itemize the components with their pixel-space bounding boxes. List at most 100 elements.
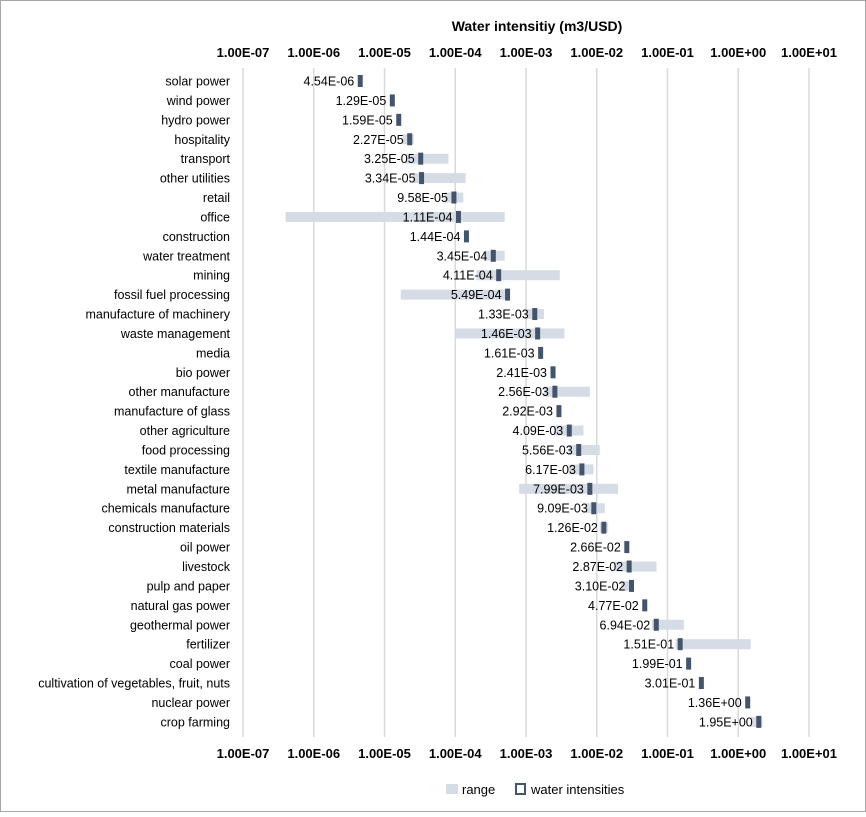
value-label: 1.59E-05 [342, 113, 393, 127]
value-label: 3.10E-02 [575, 579, 626, 593]
intensity-marker [756, 715, 762, 728]
value-label: 7.99E-03 [533, 482, 584, 496]
value-label: 6.94E-02 [600, 618, 651, 632]
intensity-markers [357, 75, 762, 728]
category-label: construction materials [108, 521, 230, 535]
bottom-tick-label: 1.00E-05 [358, 746, 411, 761]
value-label: 1.51E-01 [623, 638, 674, 652]
category-label: retail [203, 191, 230, 205]
intensity-marker [629, 579, 635, 592]
category-label: coal power [170, 657, 230, 671]
top-axis-ticks: 1.00E-07 1.00E-06 1.00E-05 1.00E-04 1.00E-03… [217, 45, 837, 60]
category-label: other agriculture [140, 424, 230, 438]
intensity-marker [490, 249, 496, 262]
value-label: 1.99E-01 [632, 657, 683, 671]
intensity-marker [653, 618, 659, 631]
intensity-marker [535, 327, 541, 340]
category-label: media [196, 346, 230, 360]
category-label: manufacture of machinery [85, 308, 230, 322]
category-label: bio power [176, 366, 230, 380]
value-labels: 4.54E-06 1.29E-05 1.59E-05 2.27E-05 3.25E-05… [304, 75, 753, 730]
value-label: 6.17E-03 [525, 463, 576, 477]
intensity-marker [698, 677, 704, 690]
intensity-marker [463, 230, 469, 243]
category-label: transport [181, 152, 231, 166]
value-label: 1.95E+00 [699, 715, 753, 729]
range-bar [519, 483, 619, 494]
range-bar [405, 153, 449, 164]
intensity-marker [407, 133, 413, 146]
bottom-tick-label: 1.00E-06 [287, 746, 340, 761]
chart-title: Water intensitiy (m3/USD) [452, 18, 623, 34]
value-label: 2.56E-03 [498, 385, 549, 399]
category-label: food processing [142, 443, 230, 457]
top-tick-label: 1.00E-07 [217, 45, 270, 60]
value-label: 3.45E-04 [437, 249, 488, 263]
value-label: 1.36E+00 [688, 696, 742, 710]
top-tick-label: 1.00E+00 [710, 45, 766, 60]
intensity-marker [576, 443, 582, 456]
legend: range water intensities [446, 782, 625, 797]
intensity-marker [505, 288, 511, 301]
intensity-marker [686, 657, 692, 670]
category-label: nuclear power [151, 696, 230, 710]
category-label: construction [163, 230, 230, 244]
category-label: livestock [182, 560, 231, 574]
value-label: 3.01E-01 [645, 677, 696, 691]
legend-marker-label: water intensities [530, 782, 625, 797]
bottom-tick-label: 1.00E-01 [641, 746, 694, 761]
category-label: cultivation of vegetables, fruit, nuts [38, 677, 230, 691]
value-label: 4.11E-04 [443, 269, 493, 283]
value-label: 1.11E-04 [403, 210, 453, 224]
intensity-marker [451, 191, 457, 204]
range-bar [400, 289, 510, 300]
category-label: office [200, 210, 230, 224]
intensity-marker [745, 696, 751, 709]
category-label: other utilities [160, 172, 230, 186]
top-tick-label: 1.00E-03 [500, 45, 553, 60]
range-bar [285, 211, 505, 222]
value-label: 4.54E-06 [304, 75, 355, 89]
category-label: manufacture of glass [114, 405, 230, 419]
intensity-marker [677, 638, 683, 651]
range-bar [675, 639, 751, 650]
value-label: 4.09E-03 [513, 424, 564, 438]
value-label: 1.26E-02 [547, 521, 598, 535]
value-label: 2.27E-05 [353, 133, 404, 147]
category-labels: solar power wind power hydro power hospital… [38, 75, 231, 730]
top-tick-label: 1.00E-06 [287, 45, 340, 60]
intensity-marker [496, 269, 502, 282]
intensity-marker [389, 94, 395, 107]
top-tick-label: 1.00E-01 [641, 45, 694, 60]
intensity-marker [587, 482, 593, 495]
intensity-marker [538, 346, 544, 359]
category-label: crop farming [161, 715, 231, 729]
bottom-tick-label: 1.00E+00 [710, 746, 766, 761]
value-label: 1.46E-03 [481, 327, 532, 341]
legend-range-label: range [462, 782, 495, 797]
top-tick-label: 1.00E-05 [358, 45, 411, 60]
value-label: 1.33E-03 [478, 308, 529, 322]
intensity-marker [601, 521, 607, 534]
value-label: 9.58E-05 [397, 191, 448, 205]
range-bar [620, 580, 634, 591]
value-label: 1.44E-04 [410, 230, 461, 244]
value-label: 2.87E-02 [572, 560, 623, 574]
intensity-marker [357, 75, 363, 87]
intensity-marker [550, 366, 556, 379]
legend-range-swatch [446, 784, 458, 794]
range-bar [455, 328, 565, 339]
intensity-marker [624, 541, 630, 554]
value-label: 4.77E-02 [588, 599, 639, 613]
value-label: 3.34E-05 [365, 172, 416, 186]
intensity-marker [566, 424, 572, 437]
category-label: metal manufacture [126, 482, 230, 496]
range-bar [544, 386, 590, 397]
range-bar [412, 173, 466, 184]
category-label: mining [193, 269, 230, 283]
bottom-tick-label: 1.00E-02 [570, 746, 623, 761]
category-label: chemicals manufacture [101, 502, 230, 516]
